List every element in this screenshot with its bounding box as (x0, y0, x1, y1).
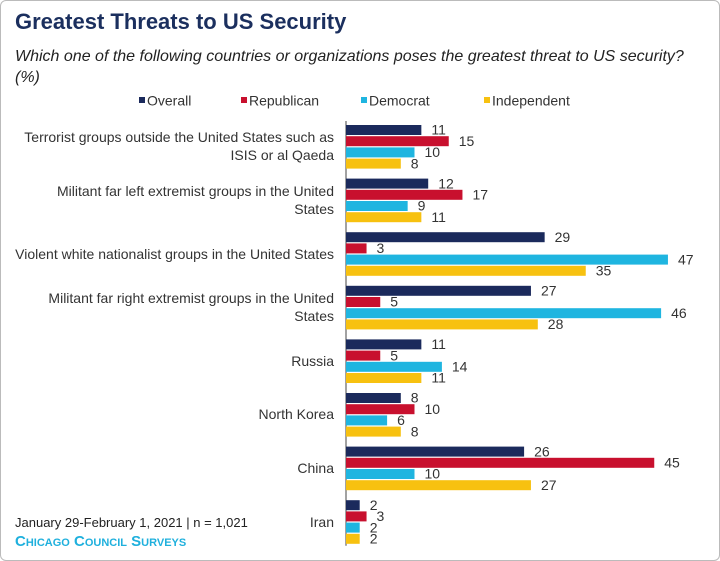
value-label: 11 (431, 209, 446, 225)
category-label: Russia (291, 352, 334, 369)
category-label: North Korea (258, 406, 334, 423)
bar (346, 254, 668, 265)
bar (346, 297, 381, 307)
bar (346, 212, 422, 223)
value-label: 47 (678, 251, 694, 267)
legend-swatch (484, 97, 490, 103)
legend-swatch (241, 97, 247, 103)
value-label: 15 (459, 133, 475, 149)
bar (346, 500, 360, 511)
legend-swatch (361, 97, 367, 103)
value-label: 2 (370, 497, 378, 513)
bar (346, 147, 415, 158)
value-label: 14 (452, 359, 468, 375)
bar (346, 319, 538, 330)
bar (346, 201, 408, 211)
value-label: 10 (425, 466, 441, 482)
bar (346, 265, 586, 276)
bar (346, 522, 360, 533)
bar (346, 511, 367, 522)
category-label: China (297, 460, 334, 476)
bar (346, 457, 655, 468)
value-label: 28 (548, 316, 564, 332)
brand: Chicago Council Surveys (15, 533, 187, 550)
legend-label: Overall (147, 93, 191, 109)
category-label: Terrorist groups outside the United Stat… (24, 129, 334, 164)
bar (346, 415, 388, 426)
category-label: Militant far left extremist groups in th… (56, 183, 334, 217)
value-label: 46 (671, 305, 687, 321)
bar (346, 426, 401, 437)
bar (346, 393, 401, 403)
bar (346, 446, 525, 457)
bar (346, 243, 367, 254)
legend-label: Democrat (369, 93, 430, 109)
value-label: 27 (541, 283, 557, 299)
bar (346, 136, 449, 147)
bar (346, 373, 422, 383)
bar (346, 480, 531, 491)
value-label: 27 (541, 477, 557, 493)
value-label: 29 (555, 229, 571, 245)
value-label: 5 (390, 294, 398, 310)
bar (346, 189, 463, 200)
legend-label: Republican (249, 93, 319, 109)
bar (346, 361, 442, 372)
bar (346, 178, 429, 189)
value-label: 8 (411, 390, 419, 406)
value-label: 12 (438, 175, 454, 191)
category-label: Violent white nationalist groups in the … (15, 245, 334, 262)
value-label: 9 (418, 198, 426, 214)
value-label: 35 (596, 263, 612, 279)
category-label: Militant far right extremist groups in t… (48, 290, 334, 325)
bar (346, 533, 360, 544)
bar (346, 339, 422, 350)
value-label: 8 (411, 155, 419, 171)
value-label: 5 (390, 347, 398, 363)
value-label: 45 (664, 455, 680, 471)
value-label: 6 (397, 412, 405, 428)
value-label: 11 (431, 370, 446, 386)
bar (346, 469, 415, 479)
legend-label: Independent (492, 93, 570, 109)
value-label: 8 (411, 423, 419, 439)
value-label: 11 (431, 122, 446, 138)
chart-title: Greatest Threats to US Security (15, 9, 347, 34)
value-label: 2 (370, 519, 378, 535)
value-label: 17 (472, 187, 488, 203)
category-label: Iran (309, 513, 334, 530)
value-label: 3 (377, 508, 385, 524)
value-label: 11 (431, 336, 446, 352)
value-label: 10 (425, 144, 441, 160)
value-label: 10 (425, 401, 441, 417)
bar (346, 125, 422, 135)
value-label: 3 (377, 240, 385, 256)
bar (346, 158, 401, 169)
source-note: January 29-February 1, 2021 | n = 1,021 (15, 515, 248, 530)
bar (346, 308, 662, 319)
bar (346, 350, 381, 361)
value-label: 2 (370, 531, 378, 547)
bar (346, 285, 531, 296)
legend-swatch (139, 97, 145, 103)
value-label: 26 (534, 443, 550, 459)
bar (346, 404, 415, 415)
chart-subtitle: Which one of the following countries or … (15, 48, 684, 86)
bar (346, 232, 545, 243)
